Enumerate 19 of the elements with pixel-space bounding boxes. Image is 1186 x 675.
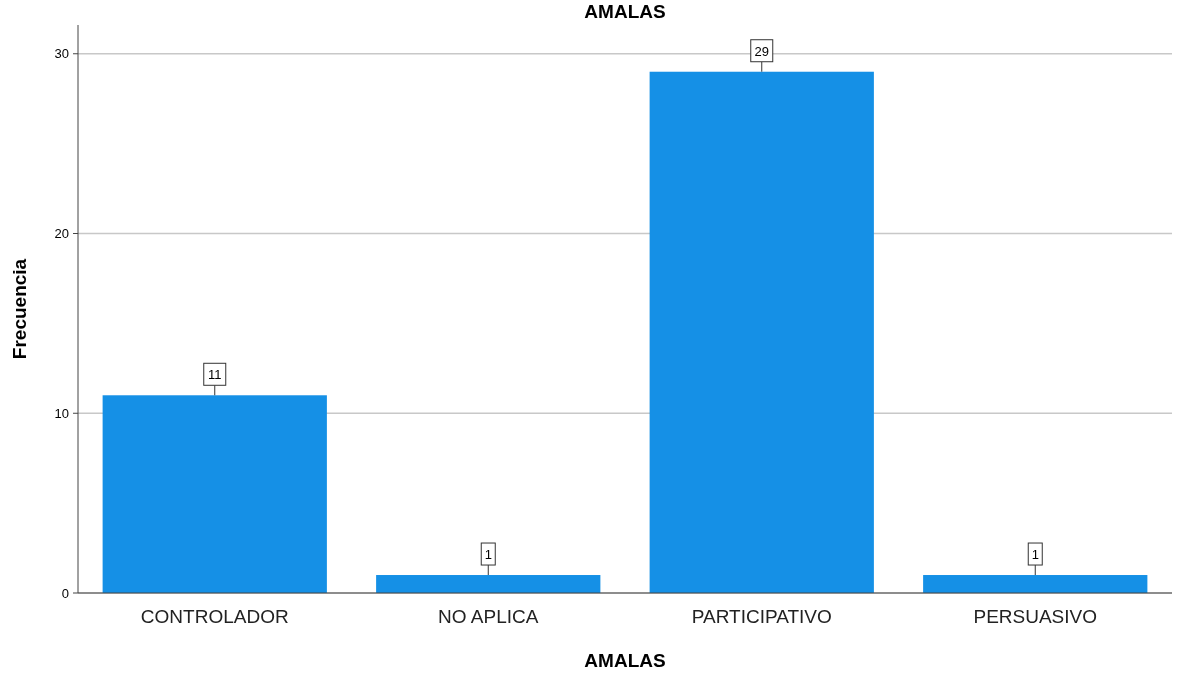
data-label: 1: [1031, 547, 1039, 563]
chart-title: AMALAS: [584, 1, 666, 22]
x-tick-label: PERSUASIVO: [973, 606, 1098, 627]
y-tick-label: 0: [61, 585, 69, 601]
x-tick-label: NO APLICA: [438, 606, 539, 627]
x-axis-title: AMALAS: [584, 650, 666, 671]
x-tick-label: CONTROLADOR: [140, 606, 289, 627]
data-label: 1: [484, 547, 492, 563]
y-tick-label: 10: [54, 405, 69, 421]
data-label: 11: [208, 367, 222, 383]
bar: [376, 575, 601, 593]
bar: [923, 575, 1148, 593]
data-label: 29: [754, 43, 769, 59]
bar: [102, 395, 327, 593]
bar: [649, 71, 874, 593]
y-tick-label: 20: [54, 226, 69, 242]
y-axis-title: Frecuencia: [9, 258, 30, 360]
y-tick-label: 30: [54, 46, 69, 62]
x-tick-label: PARTICIPATIVO: [691, 606, 832, 627]
